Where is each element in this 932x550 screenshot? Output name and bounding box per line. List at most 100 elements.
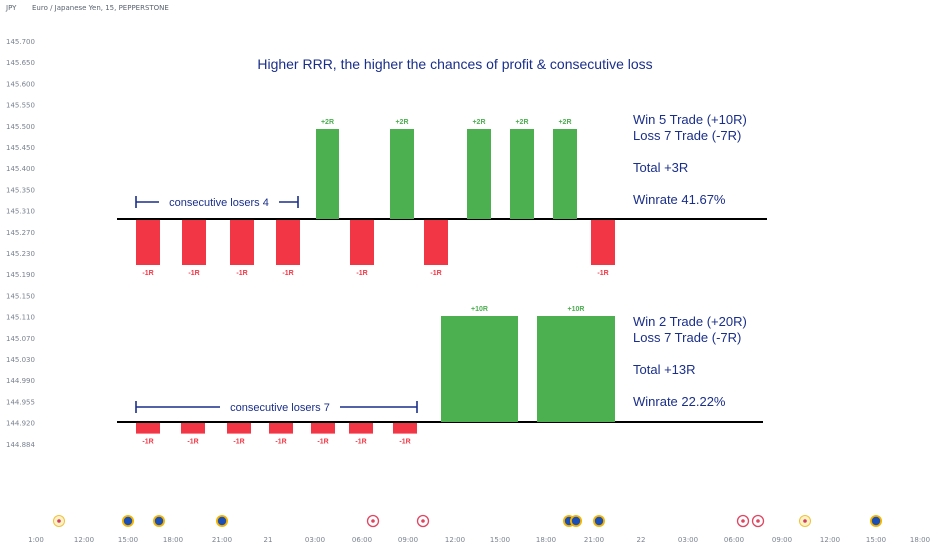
event-marker-dot [756, 519, 760, 523]
price-tick-label: 145.700 [6, 38, 35, 46]
win-bar [390, 129, 414, 219]
price-tick-label: 145.350 [6, 186, 35, 194]
loss-bar [136, 220, 160, 265]
price-axis[interactable]: 145.700 145.650 145.600 145.550 145.500 145.4… [6, 38, 35, 449]
time-tick-label: 03:00 [678, 536, 698, 544]
event-marker-dot [571, 516, 581, 526]
price-tick-label: 145.310 [6, 208, 35, 216]
bracket-label-bg [220, 399, 340, 414]
time-tick-label: 21 [264, 536, 273, 544]
win-bar [510, 129, 534, 219]
bar-value-label: -1R [142, 439, 153, 446]
price-tick-label: 145.190 [6, 271, 35, 279]
event-marker-dot [871, 516, 881, 526]
bracket-label-bg [159, 194, 279, 209]
loss-bar [276, 220, 300, 265]
bar-value-label: -1R [430, 270, 441, 277]
price-tick-label: 145.450 [6, 144, 35, 152]
time-tick-label: 22 [637, 536, 646, 544]
bar-value-label: -1R [317, 439, 328, 446]
win-bar [537, 316, 615, 422]
time-tick-label: 15:00 [490, 536, 510, 544]
time-tick-label: 06:00 [352, 536, 372, 544]
bar-value-label: -1R [399, 439, 410, 446]
price-tick-label: 144.884 [6, 441, 35, 449]
event-markers[interactable] [53, 514, 883, 528]
price-tick-label: 145.600 [6, 80, 35, 88]
loss-bar [393, 423, 417, 434]
instrument-label[interactable]: Euro / Japanese Yen, 15, PEPPERSTONE [32, 4, 169, 12]
bar-value-label: +2R [558, 119, 571, 126]
event-marker-dot [57, 519, 61, 523]
bar-value-label: -1R [188, 270, 199, 277]
event-marker-dot [803, 519, 807, 523]
loss-bar [269, 423, 293, 434]
time-tick-label: 06:00 [724, 536, 744, 544]
loss-bar [350, 220, 374, 265]
time-tick-label: 21:00 [584, 536, 604, 544]
price-tick-label: 145.110 [6, 314, 35, 322]
bracket-label: consecutive losers 4 [169, 197, 269, 209]
stats-text: Total +13R [633, 362, 696, 377]
time-tick-label: 12:00 [445, 536, 465, 544]
loss-bar [136, 423, 160, 434]
chart-1: -1R -1R -1R -1R +2R -1R +2R -1R +2R +2R +2R -1R cons… [117, 112, 767, 277]
price-tick-label: 145.500 [6, 123, 35, 131]
event-marker-dot [741, 519, 745, 523]
time-tick-label: 18:00 [163, 536, 183, 544]
bar-value-label: +2R [321, 119, 334, 126]
loss-bar [591, 220, 615, 265]
bar-value-label: -1R [356, 270, 367, 277]
bar-value-label: +2R [395, 119, 408, 126]
stats-text: Total +3R [633, 160, 688, 175]
time-tick-label: 09:00 [772, 536, 792, 544]
bar-value-label: +10R [471, 306, 488, 313]
stats-text: Win 2 Trade (+20R) [633, 314, 747, 329]
loss-bar [227, 423, 251, 434]
price-tick-label: 145.230 [6, 250, 35, 258]
event-marker-dot [371, 519, 375, 523]
win-bar [553, 129, 577, 219]
loss-bar [230, 220, 254, 265]
time-tick-label: 18:00 [536, 536, 556, 544]
event-marker-dot [217, 516, 227, 526]
time-axis[interactable]: 1:00 12:00 15:00 18:00 21:00 21 03:00 06:00 09:0… [28, 536, 930, 544]
price-tick-label: 144.920 [6, 420, 35, 428]
bar-value-label: -1R [142, 270, 153, 277]
time-tick-label: 12:00 [820, 536, 840, 544]
price-tick-label: 145.550 [6, 102, 35, 110]
loss-bar [181, 423, 205, 434]
win-bar [316, 129, 339, 219]
bracket-label: consecutive losers 7 [230, 402, 330, 414]
time-tick-label: 12:00 [74, 536, 94, 544]
time-tick-label: 18:00 [910, 536, 930, 544]
time-tick-label: 15:00 [118, 536, 138, 544]
chart-2: -1R -1R -1R -1R -1R -1R -1R +10R +10R consecutive… [117, 306, 763, 446]
stats-text: Loss 7 Trade (-7R) [633, 128, 741, 143]
time-tick-label: 21:00 [212, 536, 232, 544]
bar-value-label: -1R [282, 270, 293, 277]
bar-value-label: +2R [472, 119, 485, 126]
win-bar [441, 316, 518, 422]
time-tick-label: 1:00 [28, 536, 44, 544]
symbol-label: JPY [6, 4, 17, 12]
loss-bar [311, 423, 335, 434]
win-bar [467, 129, 491, 219]
bar-value-label: -1R [236, 270, 247, 277]
event-marker-dot [154, 516, 164, 526]
bar-value-label: -1R [187, 439, 198, 446]
stats-text: Loss 7 Trade (-7R) [633, 330, 741, 345]
time-tick-label: 03:00 [305, 536, 325, 544]
bar-value-label: -1R [233, 439, 244, 446]
stats-text: Winrate 22.22% [633, 394, 726, 409]
event-marker-dot [594, 516, 604, 526]
loss-bar [424, 220, 448, 265]
price-tick-label: 145.030 [6, 356, 35, 364]
stats-text: Winrate 41.67% [633, 192, 726, 207]
loss-bar [182, 220, 206, 265]
price-tick-label: 145.270 [6, 229, 35, 237]
price-tick-label: 145.150 [6, 292, 35, 300]
price-tick-label: 144.990 [6, 377, 35, 385]
loss-bar [349, 423, 373, 434]
